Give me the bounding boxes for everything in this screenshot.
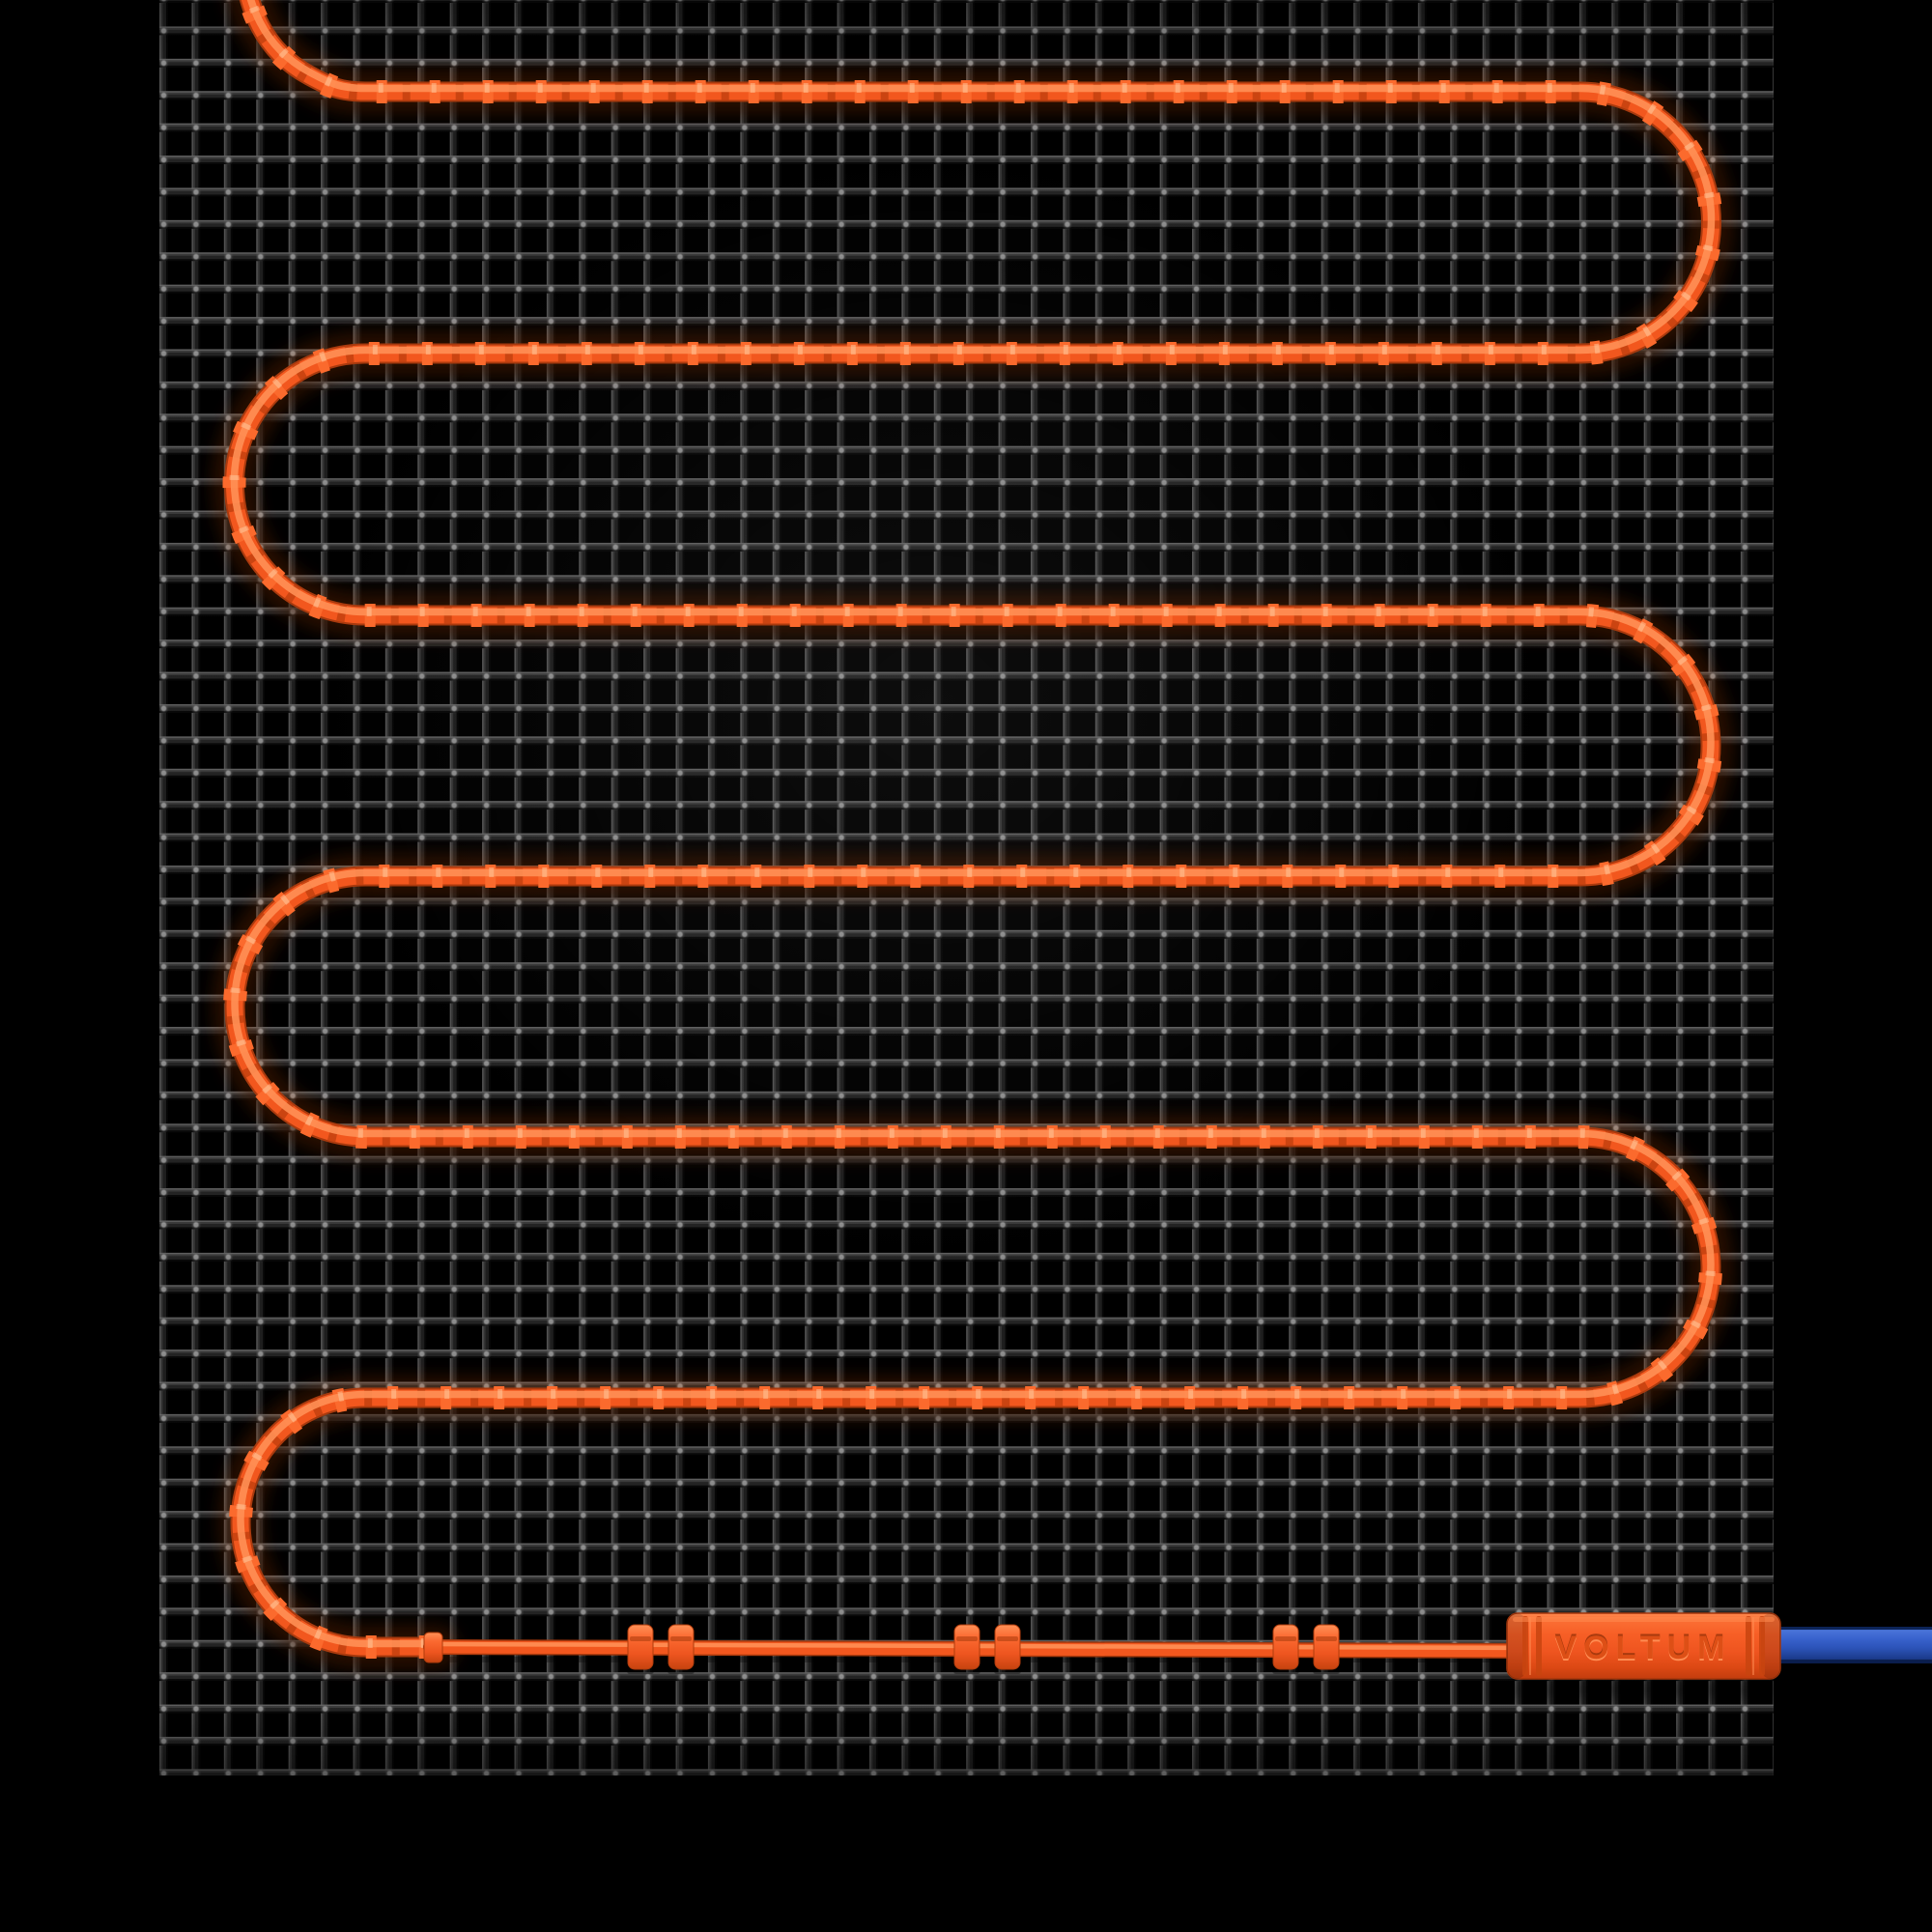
- clip-groove: [1316, 1636, 1337, 1641]
- clip-shadow: [1272, 1668, 1299, 1674]
- connector-body: [1506, 1612, 1781, 1680]
- splice-sleeve: [423, 1632, 443, 1663]
- clip-shadow: [994, 1668, 1021, 1674]
- cable-clips: [627, 1624, 1340, 1674]
- cable-clip: [994, 1624, 1021, 1670]
- connector-top-highlight: [1513, 1617, 1775, 1622]
- cable-clip: [1272, 1624, 1299, 1670]
- brand-label: VOLTUM: [1554, 1630, 1731, 1666]
- connector-right-cap: [1761, 1613, 1780, 1679]
- brand-label: VOLTUM: [1554, 1632, 1731, 1668]
- connector-shadow: [1497, 1679, 1787, 1700]
- connector-rib: [1759, 1616, 1765, 1676]
- cold-lead-body: [424, 1640, 1543, 1658]
- cold-lead-highlight: [428, 1641, 1539, 1651]
- power-cord-body: [1776, 1627, 1932, 1663]
- splice-sleeve-body: [423, 1632, 443, 1663]
- connector-rib: [1522, 1616, 1528, 1676]
- clip-groove: [997, 1636, 1018, 1641]
- power-cord: [1776, 1627, 1932, 1677]
- power-cord-shadow: [1782, 1669, 1932, 1677]
- connector-rib-highlight: [1529, 1617, 1531, 1675]
- clip-shadow: [1313, 1668, 1340, 1674]
- power-cord-bottom-seam: [1776, 1660, 1932, 1663]
- heating-cable: [222, 0, 1723, 1659]
- power-connector: VOLTUM VOLTUM VOLTUM: [1497, 1612, 1787, 1700]
- cable-clip: [668, 1624, 695, 1670]
- cold-lead: [423, 1639, 1544, 1659]
- heating-cable-highlight: [230, 0, 1716, 1648]
- cable-clip: [1313, 1624, 1340, 1670]
- clip-groove: [630, 1636, 651, 1641]
- clip-shadow: [627, 1668, 654, 1674]
- connector-rib: [1536, 1616, 1542, 1676]
- clip-groove: [956, 1636, 978, 1641]
- power-cord-top-seam: [1776, 1627, 1932, 1630]
- connector-left-cap: [1507, 1613, 1526, 1679]
- cable-clip: [627, 1624, 654, 1670]
- connector-rib: [1746, 1616, 1751, 1676]
- clip-groove: [1275, 1636, 1296, 1641]
- clip-shadow: [953, 1668, 980, 1674]
- connector-rib-highlight: [1752, 1617, 1754, 1675]
- clip-shadow: [668, 1668, 695, 1674]
- cold-lead-shadow: [423, 1650, 1544, 1669]
- clip-groove: [670, 1636, 692, 1641]
- cable-clip: [953, 1624, 980, 1670]
- brand-label: VOLTUM: [1554, 1628, 1731, 1664]
